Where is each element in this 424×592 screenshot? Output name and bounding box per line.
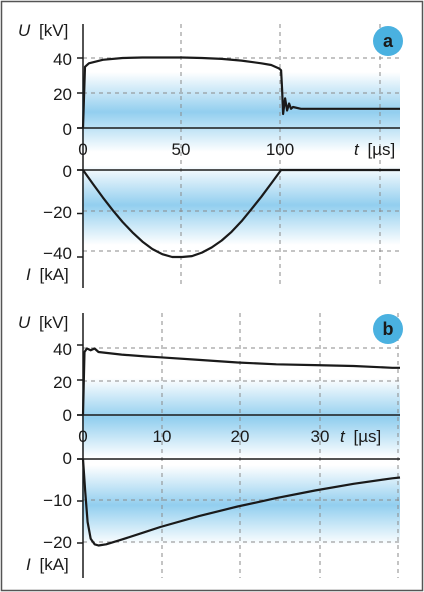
panel-b-current-tick: −20 bbox=[43, 533, 72, 552]
panel-a-current-tick: −40 bbox=[43, 244, 72, 263]
panel-b-current-label: I [kA] bbox=[26, 555, 69, 574]
panel-b-x-label: t [µs] bbox=[340, 427, 381, 446]
panel-b-current-ticks: 0 −10 −20 bbox=[43, 449, 72, 552]
panel-a-x-tick: 50 bbox=[172, 140, 191, 159]
panel-a-current-tick: −20 bbox=[43, 203, 72, 222]
panel-b-voltage-tick: 20 bbox=[53, 373, 72, 392]
panel-b-x-symbol: t bbox=[340, 427, 346, 446]
panel-b-voltage-tick: 0 bbox=[63, 406, 72, 425]
panel-a-current-ticks: 0 −20 −40 bbox=[43, 162, 72, 263]
panel-b-voltage-curve bbox=[81, 347, 400, 416]
panel-a-voltage-label: U [kV] bbox=[18, 21, 68, 40]
panel-a-voltage-tick: 20 bbox=[53, 85, 72, 104]
panel-b-grid bbox=[83, 313, 400, 578]
panel-b-x-tick: 20 bbox=[231, 427, 250, 446]
panel-b-x-tick: 0 bbox=[78, 427, 87, 446]
panel-b-voltage-symbol: U bbox=[18, 313, 31, 332]
panel-a-x-tick: 100 bbox=[266, 140, 294, 159]
panel-b-current-curve bbox=[81, 458, 401, 547]
panel-a-current-symbol: I bbox=[26, 265, 31, 284]
panel-a: 40 20 0 0 −20 −40 0 50 100 U [kV] I [kA]… bbox=[18, 21, 403, 288]
panel-a-voltage-tick: 40 bbox=[53, 50, 72, 69]
panel-b-current-unit: [kA] bbox=[39, 555, 68, 574]
panel-a-voltage-tick: 0 bbox=[63, 120, 72, 139]
panel-b-x-unit: [µs] bbox=[353, 427, 381, 446]
panel-b-x-ticks: 0 10 20 30 bbox=[78, 427, 329, 446]
panel-b-voltage-label: U [kV] bbox=[18, 313, 68, 332]
panel-b-voltage-unit: [kV] bbox=[39, 313, 68, 332]
panel-b-voltage-tick: 40 bbox=[53, 340, 72, 359]
panel-b: 40 20 0 0 −10 −20 0 10 20 30 U [kV] I [k… bbox=[18, 313, 403, 578]
panel-a-x-tick: 0 bbox=[78, 140, 87, 159]
panel-a-x-ticks: 0 50 100 bbox=[78, 140, 294, 159]
panel-a-voltage-curve bbox=[81, 56, 400, 129]
panel-b-badge: b bbox=[373, 314, 403, 344]
panel-b-voltage-band bbox=[82, 378, 400, 458]
panel-b-voltage-ticks: 40 20 0 bbox=[53, 340, 72, 425]
panel-b-current-tick: 0 bbox=[63, 449, 72, 468]
panel-a-current-tick: 0 bbox=[63, 162, 72, 181]
panel-a-grid bbox=[83, 24, 400, 288]
panel-a-current-band bbox=[82, 165, 400, 245]
panel-b-x-tick: 10 bbox=[153, 427, 172, 446]
panel-a-badge: a bbox=[373, 26, 403, 56]
panel-a-x-symbol: t bbox=[354, 140, 360, 159]
panel-a-x-unit: [µs] bbox=[367, 140, 395, 159]
panel-a-current-label: I [kA] bbox=[26, 265, 69, 284]
panel-b-current-symbol: I bbox=[26, 555, 31, 574]
panel-a-voltage-band bbox=[82, 72, 400, 152]
panel-a-badge-label: a bbox=[383, 31, 394, 51]
panel-a-current-unit: [kA] bbox=[39, 265, 68, 284]
panel-a-current-curve bbox=[82, 168, 400, 259]
panel-b-badge-circle bbox=[373, 314, 403, 344]
panel-a-x-label: t [µs] bbox=[354, 140, 395, 159]
panel-b-badge-label: b bbox=[383, 319, 394, 339]
panel-a-voltage-symbol: U bbox=[18, 21, 31, 40]
panel-b-x-tick: 30 bbox=[311, 427, 330, 446]
panel-a-voltage-unit: [kV] bbox=[39, 21, 68, 40]
panel-a-voltage-ticks: 40 20 0 bbox=[53, 50, 72, 139]
panel-b-axes bbox=[77, 313, 400, 578]
panel-a-bands bbox=[82, 72, 400, 245]
panel-b-current-tick: −10 bbox=[43, 491, 72, 510]
panel-a-badge-circle bbox=[373, 26, 403, 56]
